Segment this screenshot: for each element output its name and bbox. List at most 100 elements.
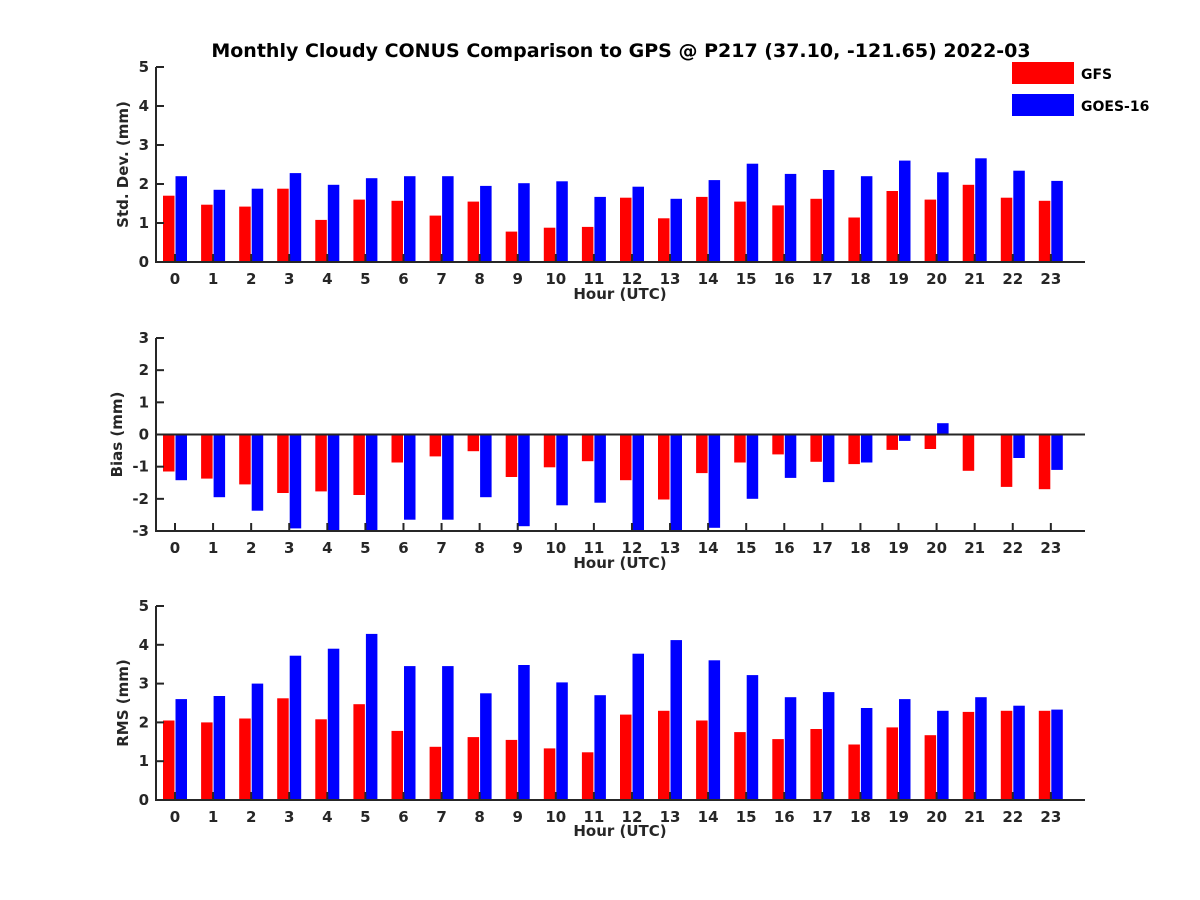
x-tick-label: 9: [513, 808, 523, 826]
bar-goes16-hour-2: [251, 683, 264, 800]
bar-gfs-hour-23: [1038, 710, 1051, 800]
x-tick-label: 20: [926, 539, 947, 557]
y-axis-label: Std. Dev. (mm): [114, 101, 132, 228]
y-tick-label: 4: [139, 97, 149, 115]
y-axis-label: Bias (mm): [108, 392, 126, 478]
bar-gfs-hour-16: [772, 434, 784, 455]
bar-goes16-hour-22: [1013, 705, 1025, 800]
bar-gfs-hour-2: [239, 718, 251, 800]
x-tick-label: 5: [360, 539, 370, 557]
x-tick-label: 23: [1040, 808, 1061, 826]
bar-goes16-hour-23: [1051, 434, 1063, 470]
x-tick-label: 14: [698, 539, 719, 557]
x-tick-label: 3: [284, 270, 294, 288]
x-tick-label: 16: [774, 270, 795, 288]
x-tick-label: 7: [436, 808, 446, 826]
bar-goes16-hour-19: [899, 160, 911, 262]
bar-goes16-hour-21: [975, 158, 987, 262]
x-tick-label: 20: [926, 270, 947, 288]
bar-goes16-hour-16: [784, 173, 797, 262]
bar-gfs-hour-13: [658, 434, 670, 500]
bar-gfs-hour-22: [1000, 197, 1013, 262]
bar-gfs-hour-16: [772, 739, 784, 800]
bar-goes16-hour-5: [365, 633, 378, 800]
bar-goes16-hour-7: [442, 434, 454, 520]
x-tick-label: 15: [736, 539, 757, 557]
bar-gfs-hour-23: [1038, 200, 1051, 262]
bar-gfs-hour-20: [924, 434, 937, 449]
bar-gfs-hour-18: [848, 217, 860, 262]
x-tick-label: 1: [208, 539, 218, 557]
bar-goes16-hour-16: [784, 434, 797, 478]
bar-gfs-hour-15: [734, 434, 746, 463]
x-tick-label: 11: [583, 808, 604, 826]
x-tick-label: 22: [1002, 539, 1023, 557]
x-tick-label: 2: [246, 539, 256, 557]
y-tick-label: 3: [139, 329, 149, 347]
bar-goes16-hour-1: [213, 434, 226, 498]
y-tick-label: -2: [132, 490, 149, 508]
x-tick-label: 23: [1040, 539, 1061, 557]
x-tick-label: 17: [812, 270, 833, 288]
x-tick-label: 21: [964, 808, 985, 826]
bar-goes16-hour-13: [670, 198, 682, 262]
x-tick-label: 15: [736, 808, 757, 826]
bar-gfs-hour-11: [581, 226, 594, 262]
bar-gfs-hour-22: [1000, 434, 1013, 487]
bar-goes16-hour-12: [632, 653, 644, 800]
bar-gfs-hour-16: [772, 205, 784, 262]
bar-gfs-hour-12: [620, 197, 632, 262]
x-tick-label: 16: [774, 808, 795, 826]
bar-goes16-hour-20: [937, 710, 949, 800]
bar-gfs-hour-9: [505, 231, 518, 262]
bar-goes16-hour-22: [1013, 434, 1025, 458]
x-tick-label: 14: [698, 270, 719, 288]
legend-swatch-gfs: [1012, 62, 1074, 84]
y-tick-label: 3: [139, 675, 149, 693]
x-tick-label: 8: [474, 808, 484, 826]
x-tick-label: 4: [322, 808, 332, 826]
x-tick-label: 21: [964, 270, 985, 288]
bar-goes16-hour-15: [746, 675, 759, 800]
bar-goes16-hour-10: [556, 682, 568, 800]
bar-goes16-hour-0: [175, 176, 187, 262]
bar-gfs-hour-8: [467, 434, 480, 452]
x-tick-label: 2: [246, 270, 256, 288]
x-tick-label: 14: [698, 808, 719, 826]
bar-gfs-hour-8: [467, 737, 480, 800]
x-tick-label: 15: [736, 270, 757, 288]
bar-goes16-hour-20: [937, 423, 949, 435]
bar-goes16-hour-4: [327, 648, 340, 800]
x-tick-label: 16: [774, 539, 795, 557]
x-tick-label: 17: [812, 539, 833, 557]
x-tick-label: 12: [622, 539, 643, 557]
bar-goes16-hour-19: [899, 699, 911, 800]
x-tick-label: 2: [246, 808, 256, 826]
bar-gfs-hour-14: [696, 196, 708, 262]
bar-goes16-hour-6: [404, 666, 416, 800]
bar-goes16-hour-6: [404, 176, 416, 262]
x-tick-label: 13: [660, 539, 681, 557]
x-tick-label: 22: [1002, 270, 1023, 288]
legend-label-gfs: GFS: [1081, 67, 1112, 83]
x-tick-label: 19: [888, 539, 909, 557]
legend-label-goes16: GOES-16: [1081, 99, 1149, 115]
x-tick-label: 7: [436, 539, 446, 557]
bar-goes16-hour-18: [860, 434, 873, 463]
x-tick-label: 18: [850, 539, 871, 557]
bar-goes16-hour-4: [327, 184, 340, 262]
x-tick-label: 10: [545, 270, 566, 288]
bar-gfs-hour-2: [239, 434, 251, 485]
bar-goes16-hour-2: [251, 434, 264, 511]
chart-title: Monthly Cloudy CONUS Comparison to GPS @…: [211, 40, 1030, 62]
bar-goes16-hour-11: [594, 695, 606, 800]
bar-gfs-hour-23: [1038, 434, 1051, 490]
x-tick-label: 18: [850, 270, 871, 288]
x-tick-label: 6: [398, 808, 408, 826]
bar-gfs-hour-4: [315, 719, 327, 800]
bar-gfs-hour-12: [620, 434, 632, 481]
bar-gfs-hour-18: [848, 744, 860, 800]
